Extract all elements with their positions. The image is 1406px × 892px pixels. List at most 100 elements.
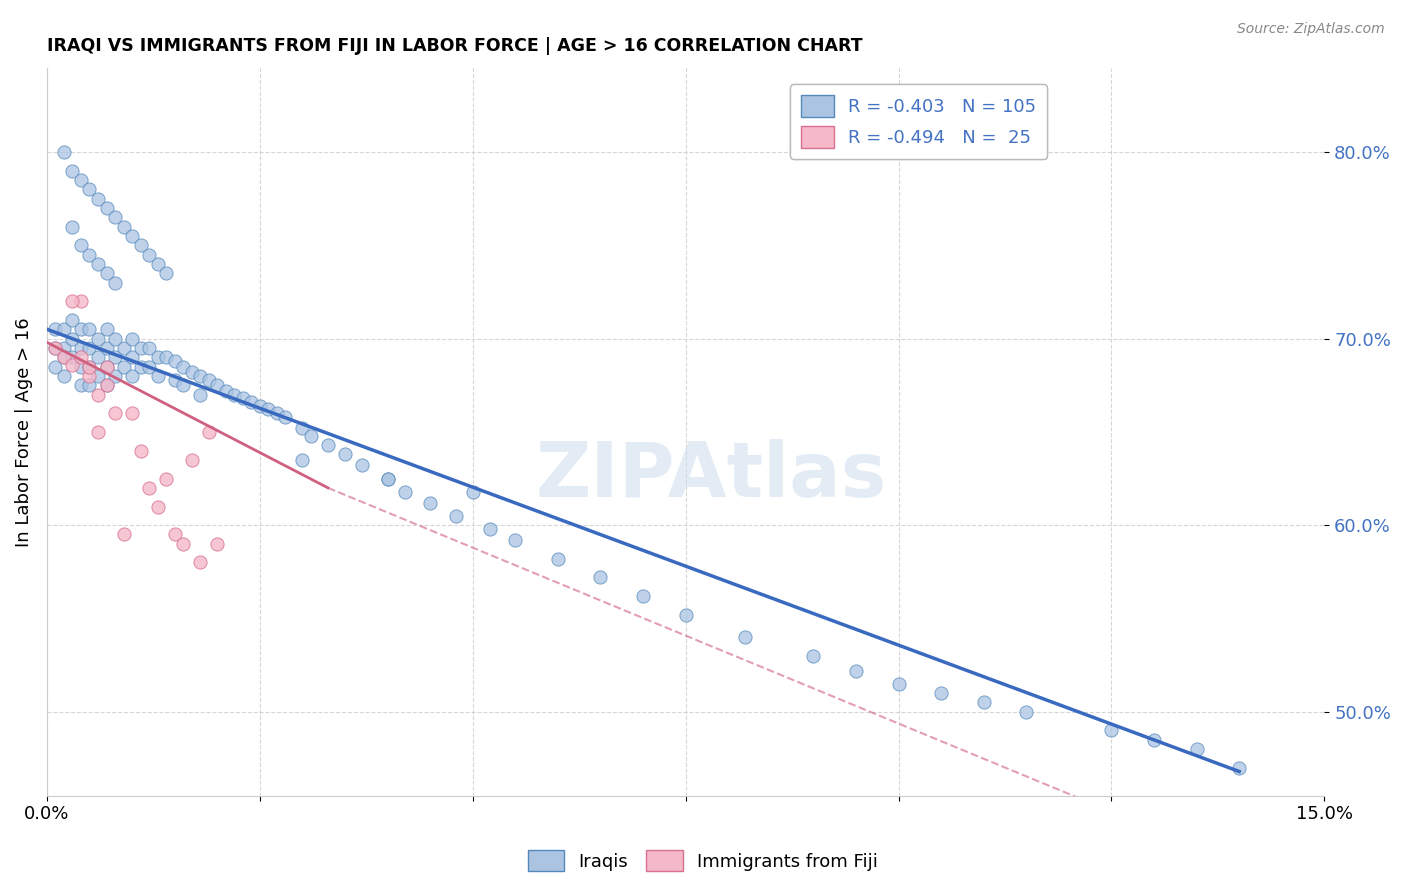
Point — [734, 630, 756, 644]
Point — [52, 350, 75, 364]
Point — [62, 219, 84, 234]
Point — [299, 428, 322, 442]
Point — [104, 211, 127, 225]
Point — [52, 145, 75, 159]
Point — [172, 378, 194, 392]
Point — [845, 664, 868, 678]
Point — [240, 395, 263, 409]
Point — [461, 484, 484, 499]
Point — [112, 527, 135, 541]
Point — [87, 332, 110, 346]
Point — [138, 247, 160, 261]
Point — [62, 163, 84, 178]
Point — [79, 359, 101, 374]
Point — [70, 238, 93, 252]
Point — [478, 522, 501, 536]
Point — [44, 322, 66, 336]
Point — [129, 359, 152, 374]
Point — [79, 341, 101, 355]
Point — [79, 378, 101, 392]
Point — [52, 368, 75, 383]
Point — [1185, 742, 1208, 756]
Point — [215, 384, 238, 398]
Point — [1227, 761, 1250, 775]
Point — [163, 373, 186, 387]
Point — [87, 387, 110, 401]
Point — [96, 378, 118, 392]
Point — [44, 341, 66, 355]
Point — [129, 341, 152, 355]
Point — [138, 341, 160, 355]
Y-axis label: In Labor Force | Age > 16: In Labor Force | Age > 16 — [15, 317, 32, 547]
Point — [62, 350, 84, 364]
Point — [1101, 723, 1123, 738]
Point — [224, 387, 246, 401]
Legend: R = -0.403   N = 105, R = -0.494   N =  25: R = -0.403 N = 105, R = -0.494 N = 25 — [790, 84, 1047, 159]
Point — [197, 425, 219, 439]
Point — [291, 453, 314, 467]
Point — [129, 443, 152, 458]
Point — [104, 350, 127, 364]
Point — [197, 373, 219, 387]
Point — [675, 607, 697, 622]
Point — [266, 406, 288, 420]
Point — [104, 368, 127, 383]
Point — [155, 266, 177, 280]
Point — [249, 399, 271, 413]
Point — [155, 471, 177, 485]
Point — [52, 350, 75, 364]
Point — [188, 387, 211, 401]
Point — [96, 322, 118, 336]
Point — [419, 496, 441, 510]
Point — [121, 332, 143, 346]
Point — [87, 425, 110, 439]
Point — [188, 556, 211, 570]
Point — [146, 257, 169, 271]
Point — [547, 551, 569, 566]
Point — [505, 533, 527, 547]
Point — [121, 350, 143, 364]
Point — [79, 247, 101, 261]
Point — [803, 648, 825, 663]
Point — [1015, 705, 1038, 719]
Point — [146, 368, 169, 383]
Point — [377, 471, 399, 485]
Point — [138, 359, 160, 374]
Point — [44, 341, 66, 355]
Point — [70, 322, 93, 336]
Point — [96, 201, 118, 215]
Point — [52, 341, 75, 355]
Point — [274, 409, 297, 424]
Point — [87, 192, 110, 206]
Point — [112, 219, 135, 234]
Point — [188, 368, 211, 383]
Point — [333, 447, 356, 461]
Text: IRAQI VS IMMIGRANTS FROM FIJI IN LABOR FORCE | AGE > 16 CORRELATION CHART: IRAQI VS IMMIGRANTS FROM FIJI IN LABOR F… — [46, 37, 862, 55]
Point — [70, 341, 93, 355]
Point — [87, 368, 110, 383]
Point — [70, 350, 93, 364]
Point — [163, 354, 186, 368]
Point — [350, 458, 373, 473]
Legend: Iraqis, Immigrants from Fiji: Iraqis, Immigrants from Fiji — [520, 843, 886, 879]
Point — [44, 359, 66, 374]
Point — [112, 341, 135, 355]
Point — [104, 332, 127, 346]
Point — [180, 453, 202, 467]
Point — [87, 350, 110, 364]
Point — [62, 358, 84, 372]
Point — [973, 696, 995, 710]
Point — [121, 228, 143, 243]
Point — [104, 276, 127, 290]
Point — [112, 359, 135, 374]
Point — [96, 341, 118, 355]
Point — [129, 238, 152, 252]
Point — [52, 322, 75, 336]
Point — [1143, 732, 1166, 747]
Point — [155, 350, 177, 364]
Point — [79, 368, 101, 383]
Point — [70, 173, 93, 187]
Point — [232, 391, 254, 405]
Point — [121, 368, 143, 383]
Point — [205, 537, 228, 551]
